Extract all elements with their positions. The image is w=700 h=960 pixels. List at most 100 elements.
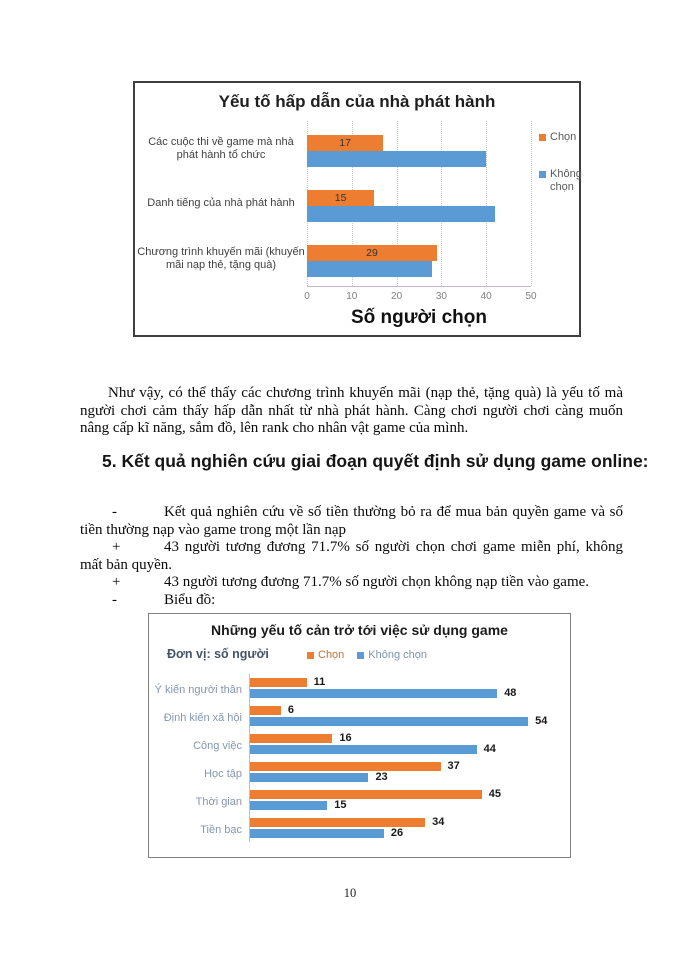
legend-item: Chọn	[539, 131, 583, 144]
category-label: Định kiến xã hội	[163, 712, 242, 724]
legend-item: Không chọn	[357, 649, 427, 661]
x-axis-title: Số người chọn	[351, 307, 487, 328]
chart-row: Định kiến xã hội 6 54	[149, 704, 570, 732]
publisher-appeal-chart: Yếu tố hấp dẫn của nhà phát hành Các cuộ…	[133, 81, 583, 337]
list-item: +43 người tương đương 71.7% số người chọ…	[80, 539, 623, 574]
list-text: Kết quả nghiên cứu về số tiền thường bỏ …	[80, 504, 623, 538]
data-label: 17	[339, 137, 351, 149]
chart-row: Học tập 37 23	[149, 760, 570, 788]
legend: Chọn Không chọn	[307, 649, 427, 661]
legend-label: Chọn	[318, 649, 345, 661]
data-label: 37	[447, 760, 460, 772]
heading-text: Kết quả nghiên cứu giai đoạn quyết định …	[121, 451, 649, 471]
legend-item: Chọn	[307, 649, 344, 661]
bar-chon	[250, 790, 482, 799]
body-paragraph: Như vậy, có thể thấy các chương trình kh…	[80, 385, 623, 436]
list-text: 43 người tương đương 71.7% số người chọn…	[80, 539, 623, 573]
x-tick-label: 30	[435, 291, 447, 302]
legend-swatch	[539, 171, 546, 178]
chart-title: Những yếu tố cản trở tới việc sử dụng ga…	[211, 622, 508, 638]
category-axis: Các cuộc thi về game mà nhà phát hành tổ…	[137, 121, 305, 286]
data-label: 29	[366, 247, 378, 259]
x-axis-ticks: 0 10 20 30 40 50	[304, 291, 536, 303]
plot-area: Ý kiến người thân 11 48 Định kiến xã hội 6 54…	[149, 674, 570, 846]
x-tick-label: 20	[391, 291, 403, 302]
data-label: 6	[287, 704, 295, 716]
x-tick-label: 50	[525, 291, 537, 302]
bar-khong-chon	[250, 689, 498, 698]
data-label: 54	[535, 715, 548, 727]
data-label: 45	[488, 788, 501, 800]
legend: Chọn Không chọn	[539, 131, 583, 194]
legend-swatch	[307, 651, 314, 659]
list-text: Biểu đồ:	[164, 591, 216, 608]
bar-khong-chon	[307, 151, 487, 167]
chart-row: Công việc 16 44	[149, 732, 570, 760]
category-axis-line	[249, 674, 250, 842]
list-item: - Kết quả nghiên cứu về số tiền thường bỏ…	[80, 504, 623, 539]
gridline	[396, 121, 398, 286]
bar-khong-chon	[307, 261, 433, 277]
x-tick-label: 40	[480, 291, 492, 302]
legend-label: Chọn	[550, 131, 577, 143]
list-text: 43 người tương đương 71.7% số người chọn…	[164, 574, 590, 590]
bar-chon: 15	[307, 190, 375, 206]
category-label: Tiền bạc	[200, 824, 242, 836]
chart-row: Tiền bạc 34 26	[149, 816, 570, 844]
gridline	[486, 121, 488, 286]
gridline	[531, 121, 532, 286]
x-tick-label: 0	[304, 291, 310, 302]
data-label: 15	[334, 799, 347, 811]
bar-khong-chon	[250, 829, 384, 838]
category-label: Thời gian	[195, 796, 242, 808]
chart-row: Thời gian 45 15	[149, 788, 570, 816]
legend-label: Không chọn	[368, 649, 428, 661]
x-tick-label: 10	[346, 291, 358, 302]
legend-swatch	[357, 651, 365, 659]
data-label: 44	[483, 743, 496, 755]
category-label: Chương trình khuyến mãi (khuyến mãi nạp …	[137, 245, 305, 271]
bar-chon	[250, 678, 307, 687]
bar-chon	[250, 818, 426, 827]
list-marker: -	[112, 504, 117, 520]
data-label: 15	[334, 192, 347, 204]
bar-khong-chon	[307, 206, 496, 222]
category-label: Công việc	[193, 740, 242, 752]
category-label: Ý kiến người thân	[154, 684, 242, 696]
data-label: 34	[432, 816, 445, 828]
list-item: +43 người tương đương 71.7% số người chọ…	[80, 574, 623, 592]
usage-obstacles-chart: Những yếu tố cản trở tới việc sử dụng ga…	[148, 613, 571, 858]
heading-number: 5.	[102, 451, 117, 471]
bar-khong-chon	[250, 745, 477, 754]
list-marker: +	[112, 574, 121, 590]
category-label: Học tập	[204, 768, 242, 780]
bar-khong-chon	[250, 717, 529, 726]
list-marker: +	[112, 539, 121, 555]
page-number: 10	[343, 886, 357, 900]
chart-row: Ý kiến người thân 11 48	[149, 676, 570, 704]
bar-chon: 17	[307, 135, 384, 151]
legend-label: Không chọn	[550, 168, 582, 193]
plot-area: 17 15 29	[307, 121, 532, 287]
bar-chon	[250, 734, 333, 743]
data-label: 48	[504, 687, 517, 699]
bar-chon	[250, 762, 441, 771]
data-label: 26	[390, 827, 404, 839]
chart-title: Yếu tố hấp dẫn của nhà phát hành	[218, 92, 496, 111]
section-heading: 5. Kết quả nghiên cứu giai đoạn quyết đị…	[102, 446, 656, 477]
data-label: 11	[313, 676, 326, 688]
bullet-list: - Kết quả nghiên cứu về số tiền thường bỏ…	[80, 504, 623, 609]
bar-chon	[250, 706, 281, 715]
legend-item: Không chọn	[539, 168, 583, 194]
data-label: 16	[339, 732, 352, 744]
category-label: Các cuộc thi về game mà nhà phát hành tổ…	[148, 135, 294, 161]
category-label: Danh tiếng của nhà phát hành	[147, 197, 295, 209]
gridline	[441, 121, 443, 286]
bar-khong-chon	[250, 801, 328, 810]
bar-khong-chon	[250, 773, 369, 782]
list-item: - Biểu đồ:	[80, 592, 623, 610]
data-label: 23	[375, 771, 388, 783]
list-marker: -	[112, 591, 117, 608]
bar-chon: 29	[307, 245, 437, 261]
